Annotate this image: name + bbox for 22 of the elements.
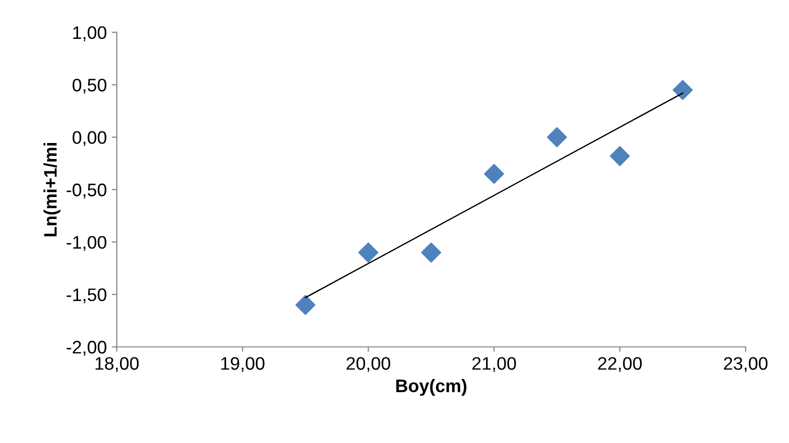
y-tick-label: -2,00 <box>66 340 106 356</box>
y-tick-label: 0,00 <box>72 131 106 146</box>
x-tick-label: 23,00 <box>724 357 768 372</box>
y-tick-label: -1,50 <box>66 288 106 304</box>
x-tick-label: 19,00 <box>221 357 264 372</box>
x-tick-label: 22,00 <box>598 357 642 372</box>
y-tick-label: 0,50 <box>72 78 106 94</box>
point <box>421 242 442 263</box>
point <box>295 294 316 315</box>
point <box>484 164 504 184</box>
y-axis-title: Ln(mi+1/mi <box>44 142 60 236</box>
x-axis-title: Boy(cm) <box>396 378 466 396</box>
x-tick-label: 21,00 <box>472 357 516 372</box>
y-tick-label: -1,00 <box>66 236 106 251</box>
point <box>610 146 630 166</box>
point <box>546 127 567 148</box>
x-tick-label: 18,00 <box>96 357 139 372</box>
y-tick-label: -0,50 <box>66 184 106 198</box>
point <box>672 80 693 100</box>
x-tick-label: 20,00 <box>346 357 390 372</box>
point <box>358 242 378 263</box>
y-tick-label: 1,00 <box>73 26 106 42</box>
